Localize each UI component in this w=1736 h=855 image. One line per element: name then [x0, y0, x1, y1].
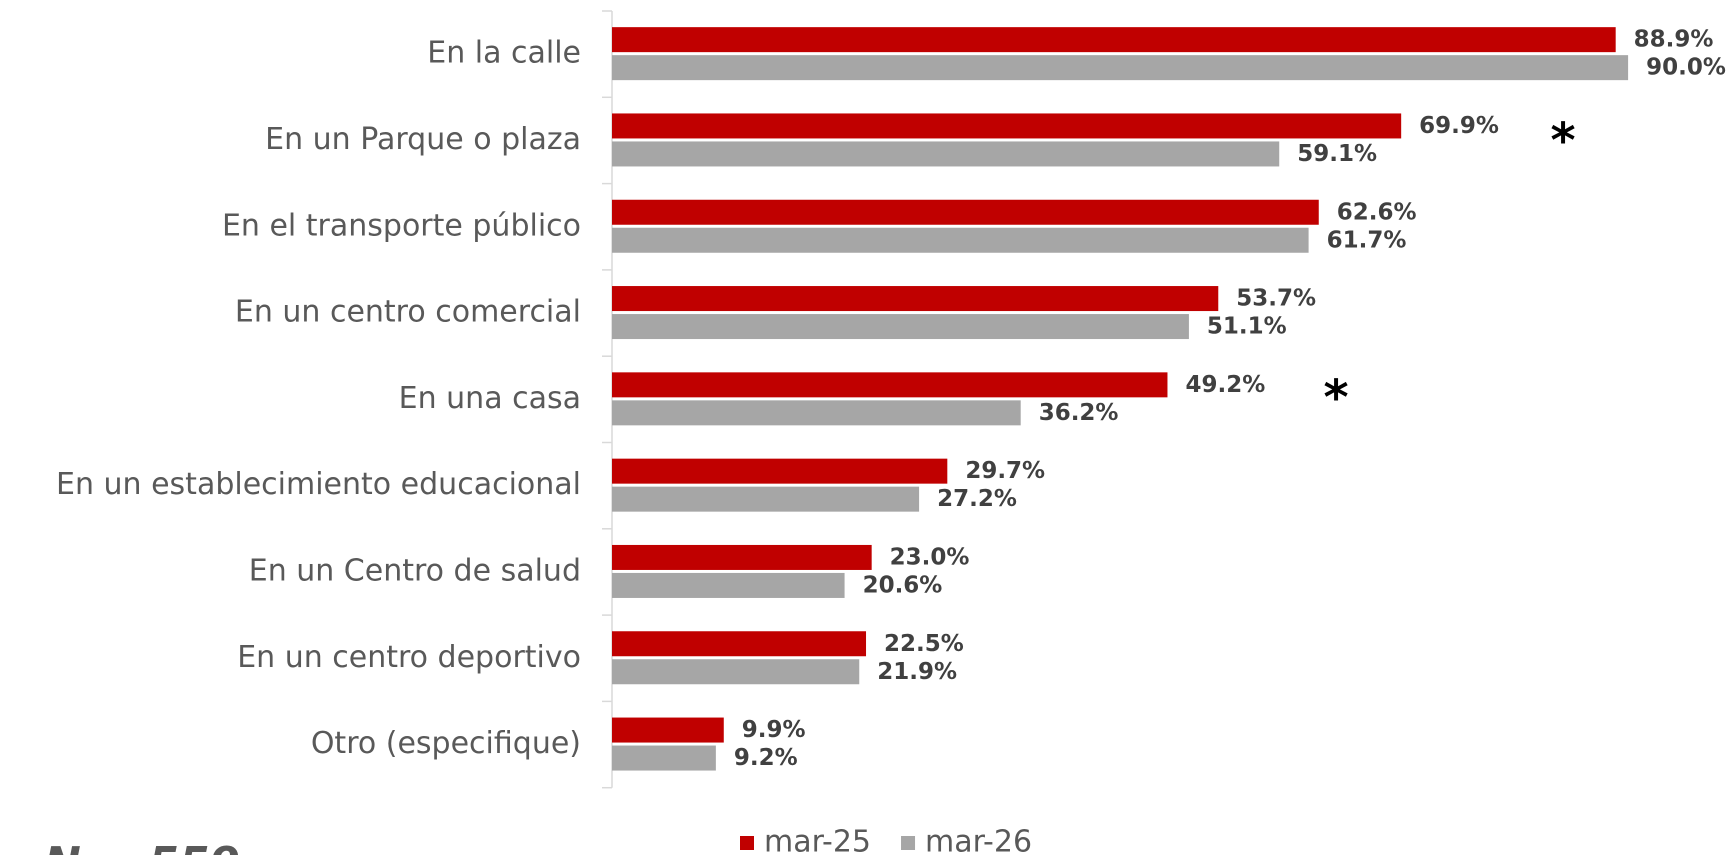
value-label: 59.1% [1297, 141, 1377, 167]
value-label: 29.7% [965, 458, 1045, 484]
bar [612, 314, 1189, 340]
value-label: 62.6% [1337, 199, 1417, 225]
bar [612, 372, 1168, 398]
bar [612, 659, 860, 685]
category-label: Otro (especifique) [311, 726, 581, 761]
bar [612, 27, 1616, 53]
footnote: N = 559 [44, 838, 240, 855]
bar [612, 400, 1021, 426]
bar [612, 199, 1319, 225]
value-label: 22.5% [884, 631, 964, 657]
bar [612, 227, 1309, 253]
value-label: 27.2% [937, 486, 1017, 512]
value-label: 49.2% [1185, 372, 1265, 398]
value-label: 9.2% [734, 745, 798, 771]
category-label: En un establecimiento educacional [56, 467, 581, 502]
bar [612, 113, 1402, 139]
value-label: 53.7% [1236, 286, 1316, 312]
bar [612, 55, 1629, 81]
legend-swatch [740, 836, 754, 850]
bar [612, 544, 872, 570]
legend-label: mar-26 [925, 825, 1032, 855]
value-label: 90.0% [1646, 55, 1726, 81]
value-label: 51.1% [1207, 314, 1287, 340]
value-label: 20.6% [863, 572, 943, 598]
legend-swatch [901, 836, 916, 850]
value-label: 88.9% [1634, 27, 1714, 53]
category-label: En una casa [399, 381, 581, 416]
value-label: 36.2% [1039, 400, 1119, 426]
bar [612, 486, 920, 512]
category-label: En un Centro de salud [249, 553, 581, 588]
value-label: 9.9% [742, 717, 806, 743]
bar [612, 286, 1219, 312]
category-label: En un centro comercial [235, 295, 581, 330]
bar [612, 745, 716, 771]
category-label: En un Parque o plaza [265, 122, 581, 157]
bar [612, 141, 1280, 167]
category-label: En el transporte público [222, 208, 581, 243]
bar [612, 572, 845, 598]
category-label: En un centro deportivo [237, 640, 581, 675]
annotation: * [1550, 113, 1575, 169]
value-label: 61.7% [1327, 227, 1407, 253]
bar [612, 458, 948, 484]
annotation: * [1323, 370, 1348, 426]
value-label: 69.9% [1419, 113, 1499, 139]
category-label: En la calle [427, 36, 581, 71]
legend-label: mar-25 [764, 825, 871, 855]
value-label: 23.0% [890, 544, 970, 570]
bar [612, 631, 867, 657]
bar [612, 717, 724, 743]
value-label: 21.9% [877, 659, 957, 685]
